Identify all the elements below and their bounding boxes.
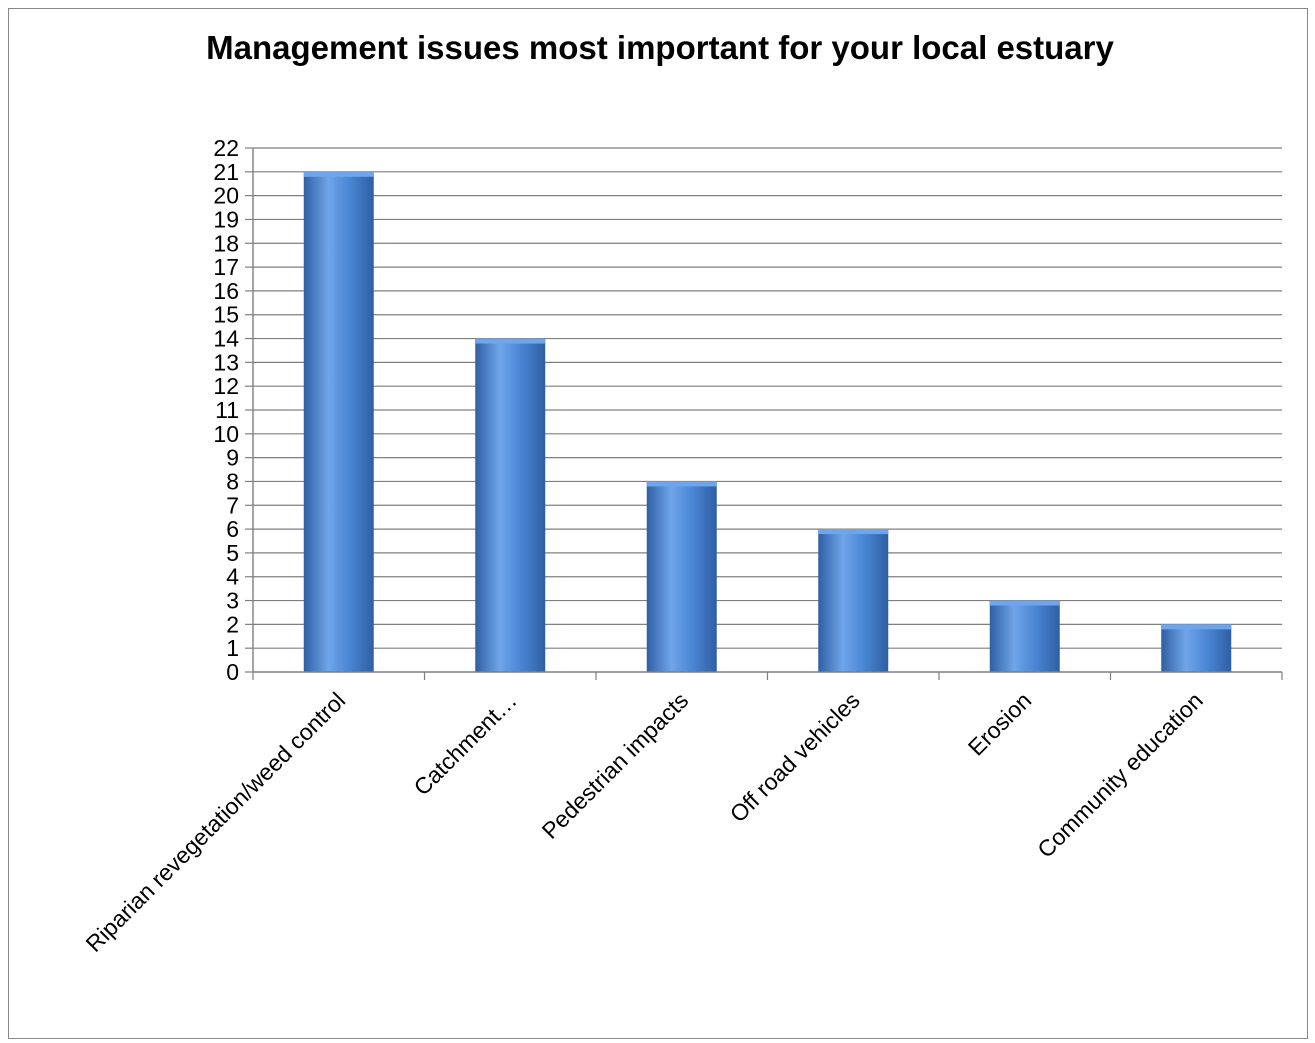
bars bbox=[303, 171, 1232, 672]
y-tick-label: 7 bbox=[226, 492, 239, 518]
bar bbox=[303, 171, 374, 672]
bar-top bbox=[989, 600, 1060, 606]
x-category-label: Riparian revegetation/weed control bbox=[81, 687, 351, 957]
bar bbox=[1161, 624, 1232, 672]
bar-top bbox=[303, 171, 374, 177]
y-tick-label: 18 bbox=[213, 230, 239, 256]
y-tick-label: 5 bbox=[226, 540, 239, 566]
y-tick-label: 17 bbox=[213, 254, 239, 280]
x-category-label: Community education bbox=[1032, 687, 1208, 863]
y-tick-label: 0 bbox=[226, 659, 239, 685]
axes bbox=[245, 147, 1283, 680]
y-tick-label: 6 bbox=[226, 516, 239, 542]
bar-body bbox=[989, 600, 1060, 672]
y-tick-label: 19 bbox=[213, 206, 239, 232]
y-tick-label: 13 bbox=[213, 349, 239, 375]
y-tick-label: 3 bbox=[226, 588, 239, 614]
bar bbox=[646, 481, 717, 672]
bar-body bbox=[475, 338, 546, 672]
y-tick-label: 9 bbox=[226, 445, 239, 471]
bar-body bbox=[646, 481, 717, 672]
bar bbox=[989, 600, 1060, 672]
y-tick-label: 8 bbox=[226, 468, 239, 494]
y-tick-label: 21 bbox=[213, 159, 239, 185]
bar bbox=[475, 338, 546, 672]
y-tick-label: 20 bbox=[213, 183, 239, 209]
y-tick-label: 16 bbox=[213, 278, 239, 304]
x-category-label: Erosion bbox=[963, 687, 1037, 761]
y-tick-label: 4 bbox=[226, 564, 239, 590]
y-tick-label: 15 bbox=[213, 302, 239, 328]
x-category-label: Off road vehicles bbox=[725, 687, 865, 827]
chart-title: Management issues most important for you… bbox=[206, 29, 1114, 66]
y-tick-label: 10 bbox=[213, 421, 239, 447]
gridlines bbox=[253, 147, 1282, 649]
x-category-label: Catchment… bbox=[408, 687, 521, 800]
y-tick-label: 14 bbox=[213, 326, 239, 352]
x-category-label: Pedestrian impacts bbox=[537, 687, 694, 844]
bar-body bbox=[818, 529, 889, 672]
bar-top bbox=[475, 338, 546, 344]
bar-body bbox=[303, 171, 374, 672]
y-tick-label: 22 bbox=[213, 135, 239, 161]
y-tick-label: 1 bbox=[226, 635, 239, 661]
bar bbox=[818, 529, 889, 672]
y-tick-label: 12 bbox=[213, 373, 239, 399]
bar-body bbox=[1161, 624, 1232, 672]
bar-top bbox=[1161, 624, 1232, 630]
bar-top bbox=[818, 529, 889, 535]
y-tick-label: 2 bbox=[226, 611, 239, 637]
bar-top bbox=[646, 481, 717, 487]
labels: 012345678910111213141516171819202122Ripa… bbox=[81, 135, 1208, 957]
y-tick-label: 11 bbox=[215, 397, 239, 423]
